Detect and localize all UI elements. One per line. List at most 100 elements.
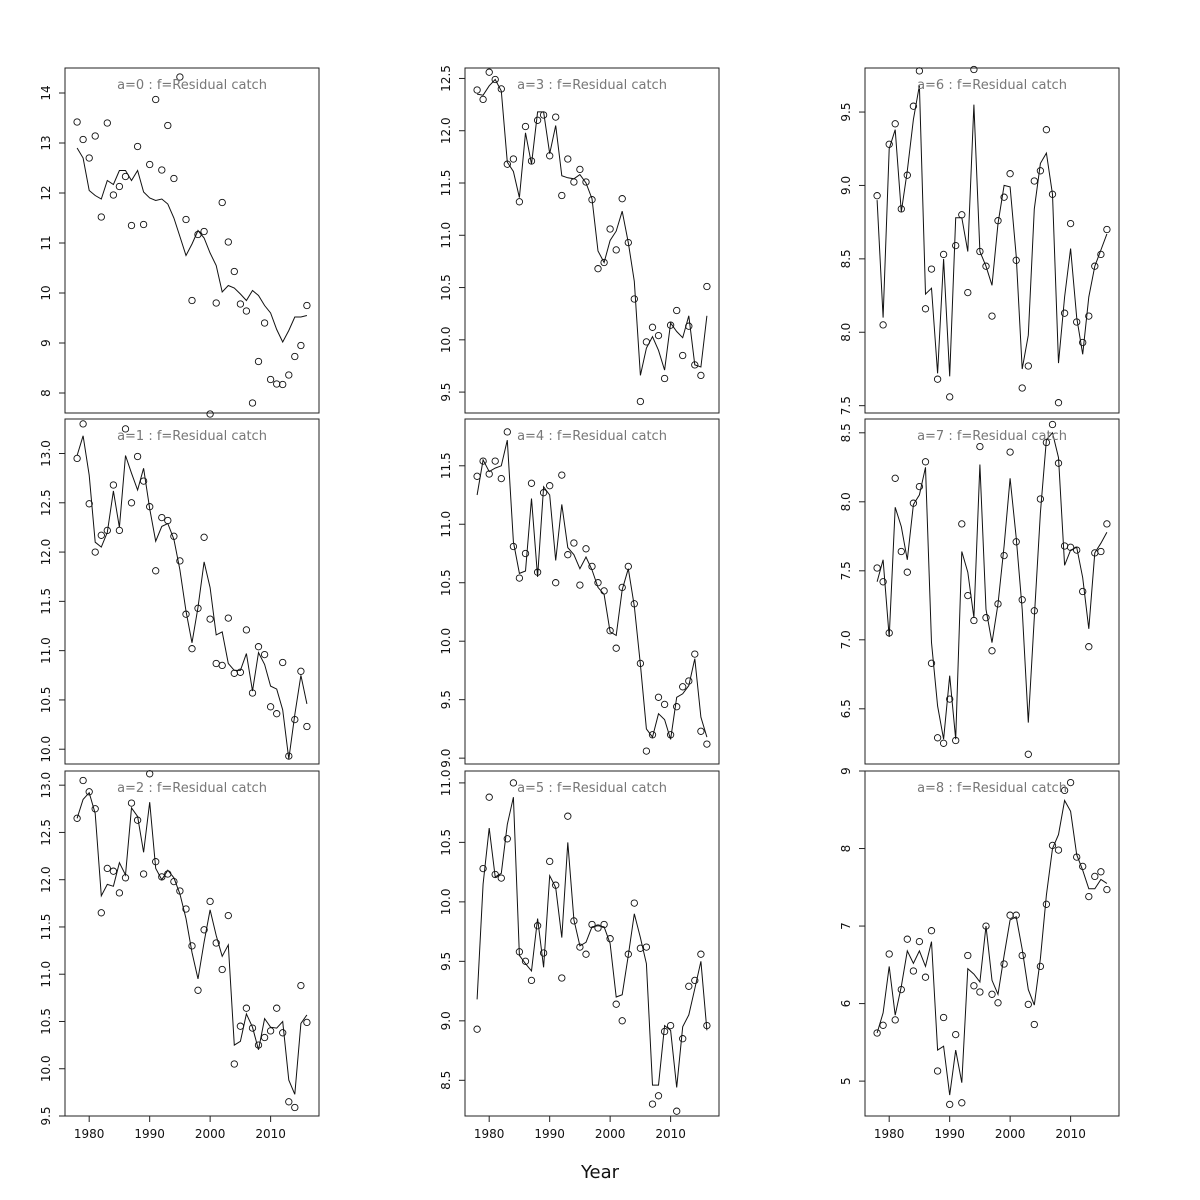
observed-point: [679, 1035, 687, 1043]
fitted-line: [876, 85, 1108, 377]
y-tick-label: 6: [839, 1000, 853, 1008]
observed-point: [1006, 170, 1014, 178]
observed-point: [212, 939, 220, 947]
observed-point: [691, 976, 699, 985]
observed-point: [1079, 338, 1087, 347]
observed-point: [873, 192, 881, 200]
observed-point: [527, 976, 536, 985]
observed-point: [612, 644, 620, 652]
observed-point: [127, 499, 136, 507]
y-tick-label: 10.0: [439, 889, 453, 916]
observed-point: [91, 548, 99, 556]
panel-title: a=0 : f=Residual catch: [117, 78, 267, 93]
panel-1: 10.0 10.5 11.0 11.5 12.0 12.5 13.0 a=1 : f=Resi…: [39, 418, 320, 765]
observed-point: [982, 262, 990, 270]
panel-frame: [464, 67, 720, 414]
observed-point: [1091, 262, 1099, 270]
observed-point: [303, 1018, 311, 1027]
observed-point: [206, 410, 214, 418]
y-tick-label: 10.0: [39, 736, 53, 763]
observed-point: [1066, 778, 1075, 787]
observed-point: [297, 667, 305, 675]
observed-point: [673, 1107, 681, 1115]
observed-point: [673, 306, 681, 315]
observed-point: [473, 86, 481, 94]
observed-point: [1048, 420, 1057, 429]
observed-point: [685, 982, 693, 990]
x-tick-label: 1980: [474, 1127, 505, 1141]
observed-point: [660, 700, 669, 709]
panel-title: a=5 : f=Residual catch: [517, 781, 667, 796]
observed-point: [91, 132, 99, 140]
y-tick-label: 11.5: [39, 914, 53, 941]
observed-point: [115, 526, 124, 535]
y-tick-label: 7.5: [839, 396, 853, 415]
observed-point: [279, 380, 287, 389]
y-tick-label: 11.0: [439, 222, 453, 249]
y-tick-label: 8.5: [839, 249, 853, 268]
observed-point: [666, 1021, 675, 1030]
observed-point: [188, 296, 196, 305]
observed-point: [558, 191, 566, 200]
observed-point: [666, 321, 675, 329]
fitted-line: [476, 797, 708, 1088]
observed-point: [988, 312, 996, 320]
panel-title: a=3 : f=Residual catch: [517, 78, 667, 93]
observed-point: [115, 889, 124, 897]
observed-point: [1024, 1000, 1032, 1009]
observed-point: [127, 799, 136, 807]
observed-point: [103, 119, 111, 127]
observed-point: [921, 305, 930, 313]
observed-point: [242, 307, 251, 315]
observed-point: [564, 812, 572, 820]
x-tick-label: 2010: [255, 1127, 286, 1141]
observed-point: [1030, 1020, 1038, 1029]
y-tick-label: 11.0: [39, 961, 53, 988]
observed-point: [933, 734, 942, 742]
panel-frame: [864, 770, 1120, 1117]
observed-point: [291, 352, 299, 361]
y-tick-label: 8.5: [839, 423, 853, 442]
y-tick-label: 7.0: [839, 630, 853, 649]
observed-point: [903, 935, 911, 943]
observed-point: [248, 1024, 257, 1032]
observed-point: [521, 549, 530, 558]
observed-point: [921, 458, 930, 466]
y-tick-label: 5: [839, 1077, 853, 1085]
observed-point: [1085, 312, 1093, 320]
observed-point: [642, 747, 651, 755]
y-tick-label: 9.5: [839, 102, 853, 121]
x-tick-label: 2000: [995, 1127, 1026, 1141]
observed-point: [921, 973, 930, 981]
observed-point: [273, 710, 281, 718]
panel-frame: [64, 418, 320, 765]
observed-point: [109, 481, 118, 489]
y-tick-label: 11.0: [439, 511, 453, 538]
observed-point: [612, 246, 620, 254]
observed-point: [1006, 911, 1014, 919]
y-tick-label: 10.5: [439, 569, 453, 596]
observed-point: [79, 135, 87, 144]
observed-point: [73, 454, 81, 463]
observed-point: [236, 300, 245, 308]
observed-point: [297, 341, 305, 350]
y-tick-label: 11.5: [439, 452, 453, 479]
observed-point: [158, 166, 166, 174]
observed-point: [224, 238, 232, 246]
observed-point: [212, 659, 220, 668]
y-tick-label: 10: [39, 285, 53, 300]
y-tick-label: 9.5: [439, 690, 453, 709]
observed-point: [1097, 547, 1105, 556]
observed-point: [988, 990, 996, 998]
observed-point: [152, 567, 160, 575]
panel-7: 6.5 7.0 7.5 8.0 8.5 a=7 : f=Residual catch: [839, 418, 1120, 765]
observed-point: [558, 974, 566, 982]
y-tick-label: 9: [39, 339, 53, 347]
observed-point: [1103, 885, 1111, 894]
observed-point: [260, 650, 269, 659]
observed-point: [606, 225, 614, 233]
observed-point: [915, 482, 924, 491]
observed-point: [897, 547, 905, 556]
observed-point: [291, 1103, 299, 1112]
